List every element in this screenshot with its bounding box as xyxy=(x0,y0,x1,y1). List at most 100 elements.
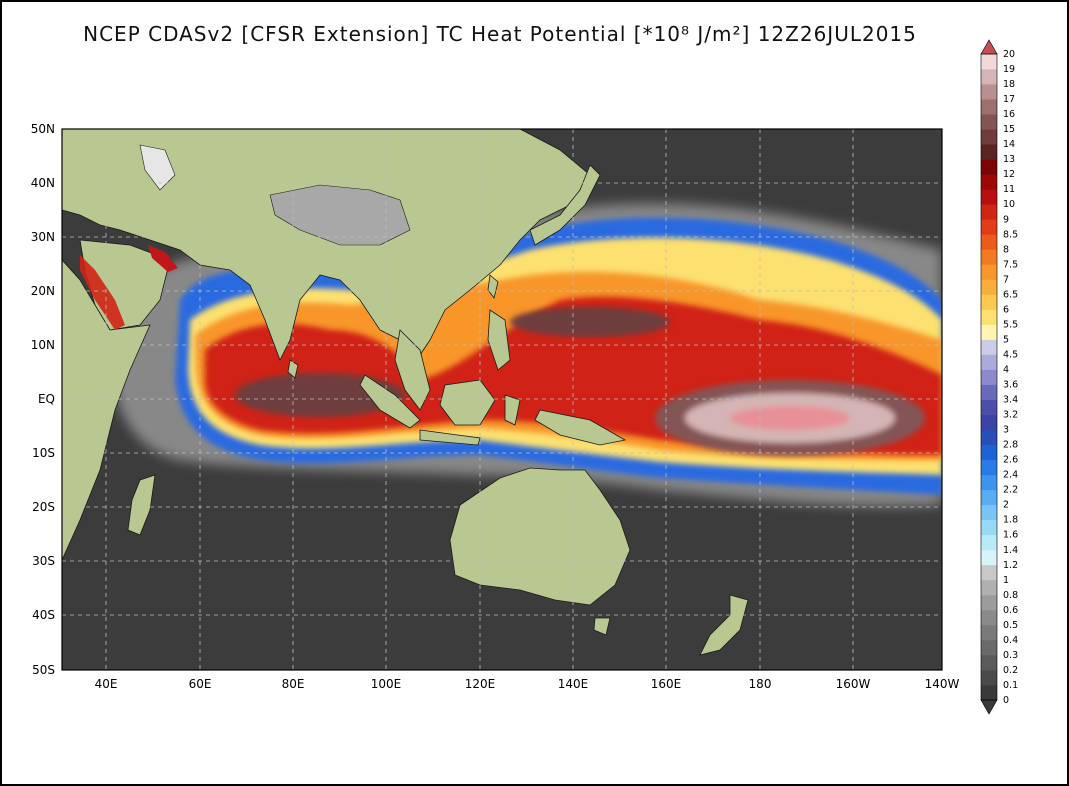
colorbar-label: 0.6 xyxy=(1003,605,1018,616)
lat-label: 30S xyxy=(32,554,55,568)
lon-label: 100E xyxy=(371,677,402,691)
colorbar-swatch xyxy=(981,174,997,190)
colorbar-swatch xyxy=(981,564,997,581)
lat-label: 30N xyxy=(31,230,55,244)
colorbar-label: 12 xyxy=(1003,169,1015,180)
colorbar-label: 2.8 xyxy=(1003,440,1018,451)
colorbar-label: 18 xyxy=(1003,79,1015,90)
red-sea xyxy=(80,255,125,330)
colorbar-label: 15 xyxy=(1003,124,1015,135)
colorbar-label: 3 xyxy=(1003,425,1009,436)
colorbar-swatch xyxy=(981,99,997,115)
colorbar-swatch xyxy=(981,114,997,130)
colorbar-label: 6.5 xyxy=(1003,289,1018,300)
colorbar-label: 1.6 xyxy=(1003,530,1018,541)
colorbar-swatch xyxy=(981,459,997,476)
colorbar-max-arrow xyxy=(980,39,998,55)
colorbar-swatch xyxy=(981,279,997,295)
colorbar-swatch xyxy=(981,339,997,355)
colorbar-label: 5 xyxy=(1003,334,1009,345)
colorbar-label: 3.2 xyxy=(1003,410,1018,421)
colorbar-swatch xyxy=(981,384,997,400)
colorbar-label: 0.3 xyxy=(1003,650,1018,661)
lat-label: 50S xyxy=(32,663,55,677)
caspian-sea xyxy=(139,144,176,191)
colorbar-swatch xyxy=(981,504,997,521)
colorbar-swatch xyxy=(981,474,997,491)
heat-field-wpac xyxy=(510,307,670,337)
lat-label: 10S xyxy=(32,446,55,460)
map-border xyxy=(61,128,943,671)
colorbar-label: 1.4 xyxy=(1003,545,1018,556)
colorbar-label: 8 xyxy=(1003,244,1009,255)
colorbar-swatch xyxy=(981,519,997,536)
lon-label: 140E xyxy=(558,677,589,691)
colorbar-swatch xyxy=(981,204,997,220)
lat-label: EQ xyxy=(38,392,55,406)
colorbar-label: 8.5 xyxy=(1003,229,1018,240)
colorbar-label: 2.6 xyxy=(1003,455,1018,466)
colorbar: 0 0.1 0.2 0.3 0.4 0.5 0.6 0.8 1 1.2 1.4 1.6 1.8 2 2.2 2… xyxy=(980,39,1018,715)
lon-label: 60E xyxy=(189,677,212,691)
lon-label: 120E xyxy=(465,677,496,691)
colorbar-swatch xyxy=(981,54,997,70)
colorbar-swatch xyxy=(981,129,997,145)
colorbar-swatch xyxy=(981,624,997,641)
gridlines xyxy=(62,129,942,670)
chart-title: NCEP CDASv2 [CFSR Extension] TC Heat Pot… xyxy=(83,22,917,46)
colorbar-label: 2 xyxy=(1003,500,1009,511)
lat-label: 10N xyxy=(31,338,55,352)
colorbar-swatch xyxy=(981,219,997,235)
colorbar-label: 3.4 xyxy=(1003,395,1018,406)
colorbar-label: 0.8 xyxy=(1003,590,1018,601)
colorbar-swatch xyxy=(981,429,997,445)
colorbar-label: 2.4 xyxy=(1003,470,1018,481)
lon-label: 40E xyxy=(95,677,118,691)
colorbar-swatch xyxy=(981,534,997,551)
lat-labels: 50N 40N 30N 20N 10N EQ 10S 20S 30S 40S 5… xyxy=(31,122,55,677)
colorbar-label: 14 xyxy=(1003,139,1015,150)
land-masses xyxy=(62,129,749,656)
lon-labels: 40E 60E 80E 100E 120E 140E 160E 180 160W… xyxy=(95,677,960,691)
lat-label: 20S xyxy=(32,500,55,514)
colorbar-swatch xyxy=(981,669,997,686)
colorbar-swatch xyxy=(981,144,997,160)
colorbar-label: 0.1 xyxy=(1003,680,1018,691)
colorbar-label: 19 xyxy=(1003,64,1015,75)
colorbar-swatch xyxy=(981,594,997,611)
colorbar-label: 0.5 xyxy=(1003,620,1018,631)
colorbar-swatch xyxy=(981,609,997,626)
colorbar-swatch xyxy=(981,639,997,656)
colorbar-swatch xyxy=(981,84,997,100)
lat-label: 40N xyxy=(31,176,55,190)
colorbar-label: 7 xyxy=(1003,274,1009,285)
lat-label: 40S xyxy=(32,608,55,622)
colorbar-label: 20 xyxy=(1003,49,1015,60)
colorbar-label: 1.2 xyxy=(1003,560,1018,571)
colorbar-swatch xyxy=(981,159,997,175)
colorbar-min-arrow xyxy=(980,699,998,715)
colorbar-label: 13 xyxy=(1003,154,1015,165)
colorbar-label: 4 xyxy=(1003,364,1009,375)
colorbar-swatch xyxy=(981,654,997,671)
colorbar-swatch xyxy=(981,684,997,701)
tibet-plateau xyxy=(269,184,411,246)
colorbar-swatch xyxy=(981,549,997,566)
colorbar-swatch xyxy=(981,69,997,85)
colorbar-label: 3.6 xyxy=(1003,380,1018,391)
lon-label: 180 xyxy=(749,677,772,691)
lat-label: 20N xyxy=(31,284,55,298)
colorbar-label: 11 xyxy=(1003,184,1015,195)
lat-label: 50N xyxy=(31,122,55,136)
persian-gulf xyxy=(148,245,178,272)
colorbar-label: 10 xyxy=(1003,199,1015,210)
colorbar-swatch xyxy=(981,489,997,506)
lon-label: 160W xyxy=(836,677,871,691)
colorbar-swatch xyxy=(981,294,997,310)
colorbar-swatch xyxy=(981,264,997,280)
colorbar-swatch xyxy=(981,324,997,340)
heat-field-pacific-core xyxy=(655,380,925,456)
colorbar-outline xyxy=(980,53,998,701)
lon-label: 160E xyxy=(651,677,682,691)
